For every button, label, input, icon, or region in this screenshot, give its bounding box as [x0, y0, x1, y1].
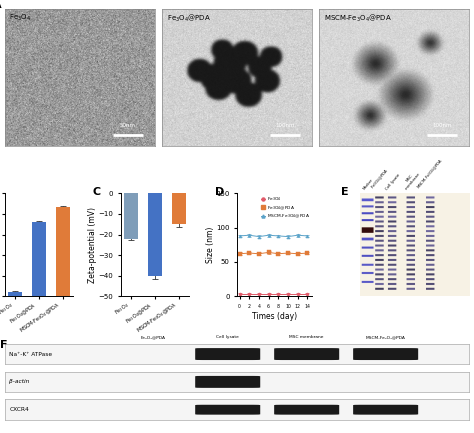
Bar [172, 194, 186, 224]
Text: E: E [341, 187, 348, 197]
Text: CXCR4: CXCR4 [9, 407, 29, 412]
Text: MSC membrane: MSC membrane [290, 335, 324, 339]
Bar [148, 194, 162, 276]
Text: Fe₃O₄@PDA: Fe₃O₄@PDA [141, 335, 166, 339]
Text: Cell lysate: Cell lysate [384, 173, 401, 191]
Text: Na⁺-K⁺ ATPase: Na⁺-K⁺ ATPase [9, 352, 53, 356]
Text: Fe$_3$O$_4$@PDA: Fe$_3$O$_4$@PDA [166, 13, 210, 24]
Text: Cell lysate: Cell lysate [216, 335, 239, 339]
Text: MSCM-Fe₃O₄@PDA: MSCM-Fe₃O₄@PDA [366, 335, 406, 339]
FancyBboxPatch shape [195, 348, 260, 360]
FancyBboxPatch shape [353, 348, 418, 360]
Bar [55, 207, 70, 296]
Text: Fe$_3$O$_4$: Fe$_3$O$_4$ [9, 13, 31, 23]
Bar [32, 222, 46, 296]
Bar [124, 194, 138, 239]
FancyBboxPatch shape [195, 405, 260, 415]
Text: A: A [0, 0, 1, 10]
Text: F: F [0, 340, 8, 350]
Text: D: D [215, 187, 224, 197]
Text: 50nm: 50nm [119, 123, 136, 128]
FancyBboxPatch shape [274, 348, 339, 360]
FancyBboxPatch shape [195, 376, 260, 388]
Text: MSCM-Fe$_3$O$_4$@PDA: MSCM-Fe$_3$O$_4$@PDA [324, 13, 392, 24]
Text: β-actin: β-actin [9, 379, 30, 385]
Text: 100nm: 100nm [275, 123, 295, 128]
X-axis label: Times (day): Times (day) [252, 312, 297, 321]
FancyBboxPatch shape [274, 405, 339, 415]
Text: Marker: Marker [362, 178, 374, 191]
FancyBboxPatch shape [353, 405, 418, 415]
Legend: Fe$_3$O$_4$, Fe$_3$O$_4$@PDA, MSCM-Fe$_3$O$_4$@PDA: Fe$_3$O$_4$, Fe$_3$O$_4$@PDA, MSCM-Fe$_3… [261, 196, 310, 220]
Bar [8, 292, 22, 296]
Text: C: C [92, 187, 100, 197]
Y-axis label: Zeta-potential (mV): Zeta-potential (mV) [88, 207, 97, 283]
Text: Fe$_3$O$_4$@PDA: Fe$_3$O$_4$@PDA [369, 167, 391, 191]
Text: MSCM-Fe$_3$O$_4$@PDA: MSCM-Fe$_3$O$_4$@PDA [415, 157, 446, 191]
Y-axis label: Size (nm): Size (nm) [206, 226, 215, 263]
Text: MSC
membrane: MSC membrane [401, 169, 421, 191]
Text: 100nm: 100nm [433, 123, 452, 128]
